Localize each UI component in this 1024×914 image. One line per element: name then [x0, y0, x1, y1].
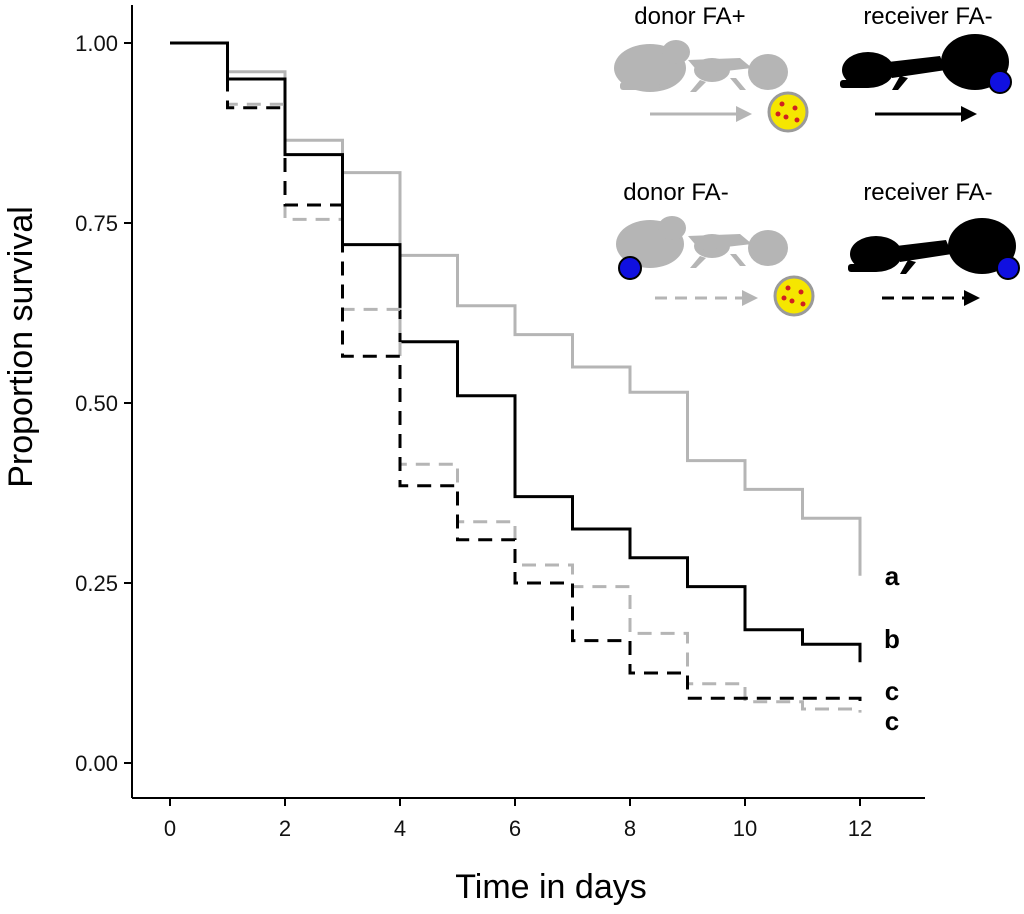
series-end-label: a	[885, 561, 900, 591]
series-end-label: c	[885, 676, 899, 706]
spore-spot-icon	[618, 256, 642, 280]
x-axis-title: Time in days	[455, 868, 646, 906]
arrow-icon	[875, 106, 977, 122]
spore-spot-icon	[996, 256, 1020, 280]
legend-entry-receiver-fa-minus-solid: receiver FA-	[840, 3, 1012, 122]
legend-entry-donor-fa-plus: donor FA+	[614, 3, 809, 133]
ant-icon	[840, 34, 1009, 90]
ant-icon	[614, 40, 788, 92]
x-tick-label: 6	[509, 816, 521, 841]
legend-label: donor FA-	[623, 179, 728, 206]
y-axis-title: Proportion survival	[2, 206, 40, 488]
ant-icon	[616, 216, 788, 268]
pathogen-icon	[767, 91, 809, 133]
series-line-4	[170, 41, 862, 706]
ticks: 0 2 4 6 8 10 12 0.00 0.25 0.50 0.75 1.00	[75, 31, 872, 841]
y-tick-label: 0.75	[75, 211, 118, 236]
x-tick-label: 4	[394, 816, 406, 841]
spore-spot-icon	[988, 70, 1012, 94]
x-tick-label: 0	[164, 816, 176, 841]
x-tick-label: 12	[848, 816, 872, 841]
legend-entry-receiver-fa-minus-dashed: receiver FA-	[848, 179, 1020, 306]
series-line-2	[170, 41, 862, 663]
legend-label: receiver FA-	[863, 179, 992, 206]
legend: donor FA+	[614, 3, 1020, 317]
y-tick-label: 0.00	[75, 751, 118, 776]
series-line-3	[170, 41, 862, 713]
axes	[131, 5, 925, 799]
arrow-icon	[650, 106, 752, 122]
pathogen-icon	[773, 275, 815, 317]
ant-icon	[848, 218, 1016, 274]
x-tick-label: 2	[279, 816, 291, 841]
y-tick-label: 0.50	[75, 391, 118, 416]
arrow-icon	[882, 290, 980, 306]
legend-label: donor FA+	[634, 3, 745, 30]
y-tick-label: 1.00	[75, 31, 118, 56]
series-group	[170, 41, 862, 713]
legend-entry-donor-fa-minus: donor FA-	[616, 179, 815, 317]
x-tick-label: 8	[624, 816, 636, 841]
x-tick-label: 10	[733, 816, 757, 841]
arrow-icon	[655, 290, 758, 306]
series-end-label: b	[884, 624, 900, 654]
legend-label: receiver FA-	[863, 3, 992, 30]
series-end-label: c	[885, 706, 899, 736]
y-tick-label: 0.25	[75, 571, 118, 596]
